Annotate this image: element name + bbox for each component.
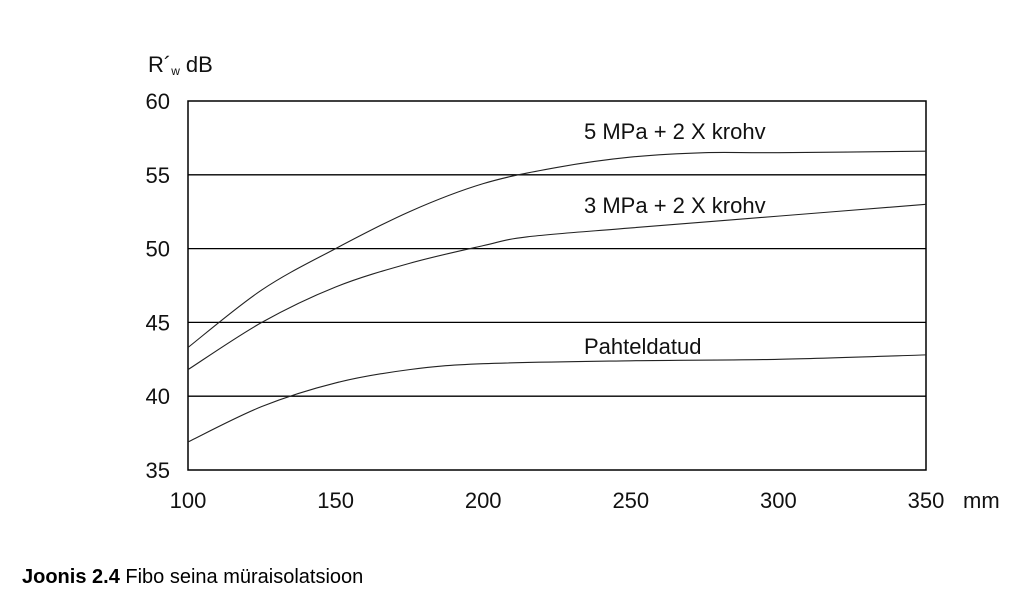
x-tick-label: 250 — [612, 488, 649, 513]
series-label-5mpa: 5 MPa + 2 X krohv — [584, 119, 766, 144]
y-tick-label: 60 — [146, 89, 170, 114]
x-tick-label: 350 — [908, 488, 945, 513]
y-tick-label: 45 — [146, 310, 170, 335]
caption-label: Joonis 2.4 — [22, 566, 120, 588]
figure-caption: Joonis 2.4 Fibo seina müraisolatsioon — [22, 566, 363, 589]
x-tick-label: 150 — [317, 488, 354, 513]
series-line-0 — [187, 150, 927, 348]
series-label-3mpa: 3 MPa + 2 X krohv — [584, 193, 766, 218]
series-label-pahteldatud: Pahteldatud — [584, 334, 701, 359]
x-tick-label: 200 — [465, 488, 502, 513]
y-tick-label: 35 — [146, 458, 170, 483]
x-tick-label: 100 — [170, 488, 207, 513]
caption-text: Fibo seina müraisolatsioon — [119, 566, 364, 588]
y-tick-label: 55 — [146, 163, 170, 188]
x-axis-unit: mm — [963, 488, 1000, 513]
y-tick-label: 40 — [146, 384, 170, 409]
y-tick-label: 50 — [146, 237, 170, 262]
series-line-2 — [187, 354, 927, 443]
x-tick-label: 300 — [760, 488, 797, 513]
chart: 35 40 45 50 55 60 100 150 200 250 300 350 R´w dB mm… — [146, 52, 1000, 513]
y-axis-label: R´w dB — [148, 52, 213, 78]
series-line-1 — [187, 203, 927, 371]
plot-frame — [187, 100, 927, 471]
